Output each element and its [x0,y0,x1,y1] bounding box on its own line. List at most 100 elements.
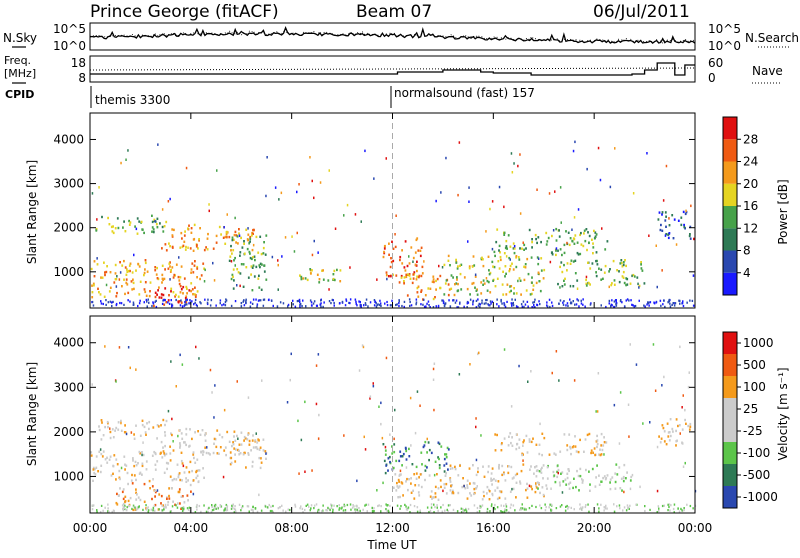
ground-scatter-cell [219,302,221,305]
ground-scatter-cell [448,299,450,302]
ground-scatter-cell [582,298,584,301]
echo-cell [154,295,157,299]
x-tick-label: 00:00 [678,521,713,535]
echo-cell [583,229,586,232]
echo-cell [531,487,533,491]
echo-cell [512,476,515,479]
ground-scatter-cell [385,508,387,511]
ground-scatter-cell [338,302,341,305]
echo-cell [437,498,440,501]
noise-cell [518,364,520,368]
echo-cell [192,453,195,456]
noise-cell [631,274,633,278]
ground-scatter-cell [251,302,254,305]
echo-cell [214,438,217,441]
echo-cell [457,289,460,292]
echo-cell [175,263,178,266]
echo-cell [414,251,417,254]
echo-cell [451,491,454,494]
ground-scatter-cell [668,300,670,303]
echo-cell [585,228,588,231]
echo-cell [421,463,423,466]
echo-cell [196,267,199,270]
ground-scatter-cell [538,300,540,303]
echo-cell [521,247,523,250]
echo-cell [438,464,441,467]
echo-cell [574,259,577,262]
echo-cell [265,234,268,237]
echo-cell [463,276,466,279]
echo-cell [179,446,181,449]
echo-cell [189,428,191,431]
ground-scatter-cell [226,509,229,512]
ground-scatter-cell [134,506,136,509]
echo-cell [156,217,159,220]
ground-scatter-cell [126,506,128,509]
echo-cell [265,278,268,281]
echo-cell [123,220,125,223]
ground-scatter-cell [613,503,615,506]
echo-cell [518,277,521,280]
echo-cell [477,467,479,470]
ground-scatter-cell [219,299,222,302]
echo-cell [683,225,686,229]
ground-scatter-cell [544,509,547,512]
noise-cell [118,278,121,281]
ground-scatter-cell [162,299,164,302]
ground-scatter-cell [302,511,304,514]
noise-cell [372,384,375,388]
echo-cell [510,441,512,445]
noise-cell [603,453,605,456]
echo-cell [444,474,447,477]
ground-scatter-cell [473,504,476,507]
echo-cell [161,247,163,250]
echo-cell [439,286,441,290]
ground-scatter-cell [104,506,106,509]
ground-scatter-cell [252,508,254,512]
echo-cell [558,481,561,484]
ground-scatter-cell [579,503,581,506]
ground-scatter-cell [661,504,664,508]
echo-cell [589,267,592,270]
echo-cell [174,503,176,506]
echo-cell [614,487,617,490]
echo-cell [424,464,427,468]
echo-cell [389,265,392,269]
noise-cell [252,243,255,247]
echo-cell [248,443,251,446]
ground-scatter-cell [215,507,217,510]
ground-scatter-cell [338,507,341,510]
echo-cell [100,464,103,467]
noise-cell [230,260,233,263]
echo-cell [180,507,182,510]
ground-scatter-cell [422,303,424,306]
ground-scatter-cell [338,508,340,511]
noise-cell [687,385,690,389]
echo-cell [204,439,207,442]
echo-cell [501,442,503,445]
echo-cell [177,300,180,303]
echo-cell [154,269,157,272]
echo-cell [164,431,166,434]
ground-scatter-cell [505,505,508,508]
ground-scatter-cell [242,300,244,303]
ground-scatter-cell [582,506,584,509]
ground-scatter-cell [615,303,617,306]
echo-cell [426,451,428,454]
ground-scatter-cell [210,299,213,302]
echo-cell [416,237,419,240]
echo-cell [508,435,510,438]
echo-cell [155,223,158,226]
ground-scatter-cell [386,304,389,307]
ground-scatter-cell [667,301,669,304]
ground-scatter-cell [315,503,318,506]
ground-scatter-cell [428,511,430,514]
echo-cell [172,449,175,452]
noise-cell [573,216,576,219]
echo-cell [493,250,496,254]
ground-scatter-cell [181,506,183,510]
echo-cell [232,441,234,444]
echo-cell [112,231,115,235]
noise-cell [558,379,560,382]
noise-cell [318,413,320,417]
